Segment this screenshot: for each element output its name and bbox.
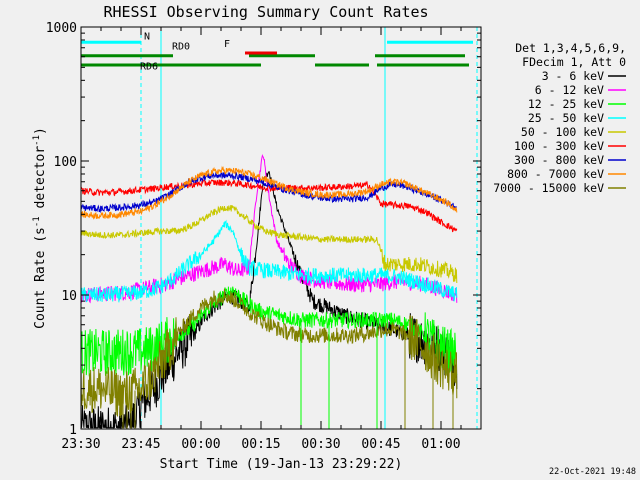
y-axis-label-sup1: -1	[32, 216, 42, 227]
x-tick-label: 23:45	[121, 437, 160, 452]
x-tick-label: 00:45	[361, 437, 400, 452]
flag-label: F	[224, 39, 230, 50]
flag-label: N	[144, 31, 150, 42]
series-line	[81, 286, 458, 378]
y-axis-label: Count Rate (s-1 detector-1)	[32, 127, 48, 329]
legend-header-line-2: FDecim 1, Att 0	[522, 55, 626, 69]
legend-entry-label: 800 - 7000 keV	[507, 167, 604, 181]
series-line	[81, 171, 457, 214]
legend-header-line-1: Det 1,3,4,5,6,9,	[515, 41, 626, 55]
flag-label: RD0	[172, 41, 190, 52]
footer-timestamp: 22-Oct-2021 19:48	[549, 467, 636, 477]
y-axis-label-main: Count Rate (s	[33, 227, 48, 329]
plot-content: N RD0 RD6 F	[81, 27, 478, 429]
plot-area: N RD0 RD6 F	[81, 27, 478, 429]
chart-title: RHESSI Observing Summary Count Rates	[103, 3, 428, 21]
legend-entry-label: 3 - 6 keV	[542, 69, 604, 83]
y-tick-label: 1	[69, 423, 77, 438]
legend-entry-label: 12 - 25 keV	[528, 97, 604, 111]
y-tick-label: 1000	[46, 21, 77, 36]
series-line	[81, 219, 458, 303]
series-line	[81, 165, 458, 220]
y-axis-label-end: )	[33, 127, 48, 135]
legend-entry-label: 100 - 300 keV	[514, 139, 604, 153]
x-tick-label: 00:30	[301, 437, 340, 452]
y-axis-label-mid: detector	[33, 146, 48, 217]
x-axis: 23:30 23:45 00:00 00:15 00:30 00:45 01:00	[61, 27, 482, 452]
y-tick-label: 100	[54, 155, 77, 170]
legend-entry-label: 25 - 50 keV	[528, 111, 604, 125]
y-axis-label-sup2: -1	[32, 135, 42, 146]
legend-entry-label: 50 - 100 keV	[521, 125, 604, 139]
y-tick-label: 10	[61, 289, 77, 304]
series-line	[81, 288, 458, 419]
x-tick-label: 00:00	[181, 437, 220, 452]
legend: Det 1,3,4,5,6,9, FDecim 1, Att 0 3 - 6 k…	[493, 41, 626, 195]
flag-label: RD6	[140, 62, 158, 73]
x-tick-label: 00:15	[241, 437, 280, 452]
x-tick-label: 23:30	[61, 437, 100, 452]
series-line	[81, 205, 458, 284]
x-axis-label: Start Time (19-Jan-13 23:29:22)	[160, 457, 403, 472]
x-tick-label: 01:00	[421, 437, 460, 452]
legend-entry-label: 6 - 12 keV	[535, 83, 604, 97]
legend-entry-label: 300 - 800 keV	[514, 153, 604, 167]
legend-entry-label: 7000 - 15000 keV	[493, 181, 604, 195]
y-axis: 1 10 100 1000	[46, 21, 481, 438]
